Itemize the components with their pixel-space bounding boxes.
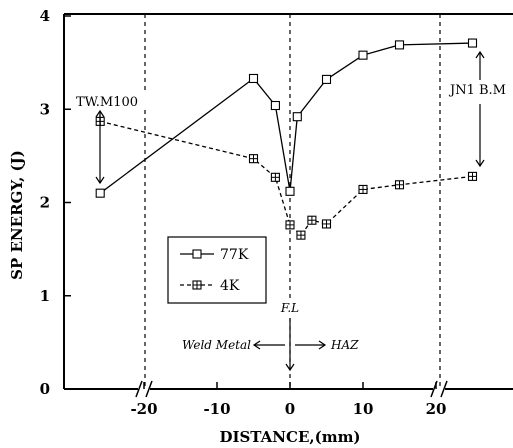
data-point-77k (95, 188, 105, 198)
legend-marker-77k (192, 249, 202, 259)
data-point-77k (358, 50, 368, 60)
annotation-tw-m100: TW.M100 (74, 92, 154, 185)
data-point-4k (296, 230, 306, 240)
legend-label-4k: 4K (220, 278, 240, 294)
y-tick-label: 1 (40, 287, 50, 305)
y-axis-title: SP ENERGY, (J) (8, 150, 26, 280)
legend: 77K 4K (167, 236, 267, 304)
legend-label-77k: 77K (220, 247, 249, 263)
annotation-fusion-line: F.L (276, 298, 304, 372)
data-point-77k (270, 100, 280, 111)
series-line-77k (99, 42, 473, 194)
data-point-77k (467, 38, 478, 48)
data-point-4k (394, 180, 405, 190)
data-point-4k (358, 184, 368, 194)
data-point-4k (248, 154, 259, 164)
series-77k (95, 38, 478, 198)
x-tick-label: -20 (130, 400, 157, 418)
x-ticks: -20 -10 0 10 20 (130, 382, 446, 418)
y-tick-label: 2 (40, 194, 50, 212)
legend-marker-4k (192, 280, 202, 290)
x-tick-label: 20 (426, 400, 447, 418)
reference-lines (144, 14, 441, 389)
data-point-4k (307, 215, 317, 225)
x-axis-title: DISTANCE,(mm) (219, 428, 360, 446)
annotation-tw-m100-label: TW.M100 (76, 95, 138, 110)
series-4k (95, 116, 478, 240)
annotation-weld-metal: Weld Metal (182, 338, 285, 352)
data-point-77k (292, 112, 302, 122)
data-point-4k (270, 172, 280, 182)
data-point-4k (285, 220, 295, 230)
annotation-weld-metal-label: Weld Metal (182, 338, 251, 352)
x-tick-label: -10 (203, 400, 230, 418)
y-tick-label: 3 (40, 100, 50, 118)
data-point-77k (248, 73, 259, 84)
data-point-4k (467, 171, 478, 181)
y-tick-label: 0 (40, 380, 50, 398)
data-point-77k (285, 186, 295, 196)
annotation-fusion-line-label: F.L (280, 301, 299, 315)
legend-item-77k: 77K (180, 247, 249, 263)
series-line-4k (100, 120, 473, 237)
legend-box (167, 236, 267, 304)
data-point-77k (321, 74, 332, 84)
annotation-haz-label: HAZ (330, 338, 359, 352)
plot-frame (63, 13, 513, 398)
annotation-haz: HAZ (295, 338, 359, 352)
x-tick-label: 10 (353, 400, 374, 418)
data-point-4k (321, 219, 332, 229)
x-tick-label: 0 (285, 400, 295, 418)
legend-item-4k: 4K (180, 278, 240, 294)
annotation-jn1-bm: JN1 B.M (448, 50, 506, 168)
annotation-jn1-bm-label: JN1 B.M (448, 83, 506, 98)
data-point-77k (394, 40, 405, 50)
y-tick-label: 4 (40, 7, 50, 25)
y-ticks: 0 1 2 3 4 (40, 7, 71, 398)
